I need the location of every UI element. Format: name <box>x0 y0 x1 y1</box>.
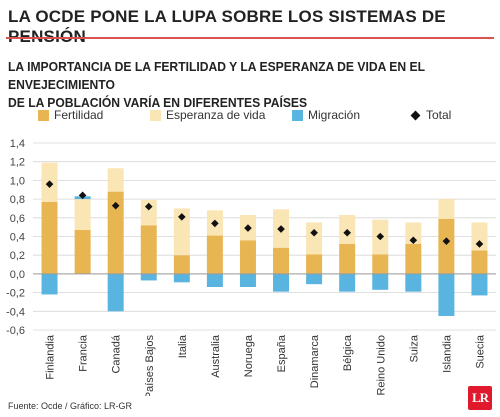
category-label: Islandia <box>441 334 453 373</box>
y-tick-label: 1,0 <box>10 175 25 187</box>
y-tick-label: 0,6 <box>10 213 25 225</box>
total-marker <box>211 219 219 228</box>
total-marker <box>45 180 54 188</box>
category-label: Bélgica <box>342 334 354 371</box>
bar-esperanza <box>140 200 157 226</box>
y-tick-label: 0,2 <box>10 250 25 262</box>
category-label: Suecia <box>474 334 486 369</box>
bar-fertilidad <box>206 235 223 274</box>
bar-fertilidad <box>405 243 422 274</box>
y-tick-label: -0,2 <box>6 288 25 300</box>
bar-fertilidad <box>107 191 124 274</box>
category-label: Países Bajos <box>144 335 156 396</box>
chart-title: LA OCDE PONE LA LUPA SOBRE LOS SISTEMAS … <box>8 7 446 46</box>
bar-migracion <box>405 273 422 292</box>
bar-migracion <box>140 273 157 281</box>
chart-subtitle: LA IMPORTANCIA DE LA FERTILIDAD Y LA ESP… <box>8 58 479 112</box>
category-label: Canadá <box>111 334 123 373</box>
legend-label-esperanza: Esperanza de vida <box>166 108 266 122</box>
legend-label-migracion: Migración <box>308 108 361 122</box>
bar-fertilidad <box>140 225 157 274</box>
legend-swatch-migracion <box>292 109 303 121</box>
legend-label-total: Total <box>426 108 452 122</box>
legend-diamond-icon <box>410 110 421 120</box>
bar-migracion <box>107 273 124 312</box>
legend: Fertilidad Esperanza de vida Migración T… <box>0 108 500 126</box>
bar-fertilidad <box>438 218 455 274</box>
subtitle-line-2: DE LA POBLACIÓN VARÍA EN DIFERENTES PAÍS… <box>8 96 308 110</box>
legend-item-esperanza: Esperanza de vida <box>150 108 265 122</box>
category-label: España <box>276 334 288 372</box>
lr-logo: LR <box>468 386 492 410</box>
bar-esperanza <box>74 199 91 230</box>
category-label: Finlandia <box>45 334 57 380</box>
bar-fertilidad <box>306 254 323 274</box>
bar-esperanza <box>306 222 323 255</box>
category-label: Dinamarca <box>309 334 321 388</box>
bar-migracion <box>206 273 223 287</box>
subtitle-line-1: LA IMPORTANCIA DE LA FERTILIDAD Y LA ESP… <box>8 60 425 92</box>
bar-fertilidad <box>74 229 91 274</box>
y-tick-label: 1,2 <box>10 157 25 169</box>
bar-fertilidad <box>41 201 58 274</box>
bar-migracion <box>372 273 389 290</box>
y-tick-label: 0,4 <box>10 232 25 244</box>
legend-item-migracion: Migración <box>292 108 360 122</box>
bar-migracion <box>239 273 256 287</box>
y-tick-label: 1,4 <box>10 138 25 150</box>
y-tick-label: 0,0 <box>10 269 25 281</box>
legend-label-fertilidad: Fertilidad <box>54 108 104 122</box>
y-tick-label: -0,6 <box>6 325 25 337</box>
category-label: Reino Unido <box>375 335 387 396</box>
y-tick-label: 0,8 <box>10 194 25 206</box>
bar-chart: 1,4 1,2 1,0 0,8 0,6 0,4 0,2 0,0 -0,2 -0,4 -0,6 Finl… <box>6 138 496 396</box>
bar-fertilidad <box>173 255 190 274</box>
title-divider <box>6 37 494 39</box>
bar-fertilidad <box>471 250 488 274</box>
bar-esperanza <box>405 222 422 244</box>
legend-item-total: Total <box>410 108 451 122</box>
bar-esperanza <box>471 222 488 251</box>
bar-migracion <box>306 273 323 285</box>
total-marker <box>376 232 385 241</box>
legend-swatch-esperanza <box>150 109 161 121</box>
category-label: Australia <box>210 334 222 378</box>
category-label: Suiza <box>408 334 420 362</box>
bar-esperanza <box>173 208 190 256</box>
source-note: Fuente: Ocde / Gráfico: LR-GR <box>8 401 133 411</box>
category-label: Noruega <box>243 334 255 377</box>
bar-migracion <box>471 273 488 296</box>
bar-migracion <box>173 273 190 283</box>
bar-fertilidad <box>273 247 290 274</box>
category-label: Italia <box>177 334 189 358</box>
category-label: Francia <box>78 334 90 372</box>
bar-fertilidad <box>339 243 356 274</box>
bar-esperanza <box>107 168 124 192</box>
y-tick-label: -0,4 <box>6 306 25 318</box>
bar-migracion <box>438 273 455 316</box>
legend-swatch-fertilidad <box>38 109 49 121</box>
bar-migracion <box>339 273 356 292</box>
bar-fertilidad <box>372 254 389 274</box>
bar-esperanza <box>438 199 455 219</box>
total-marker <box>178 213 186 221</box>
bar-migracion <box>273 273 290 292</box>
bar-migracion <box>41 273 58 295</box>
bar-fertilidad <box>239 240 256 274</box>
legend-item-fertilidad: Fertilidad <box>38 108 103 122</box>
